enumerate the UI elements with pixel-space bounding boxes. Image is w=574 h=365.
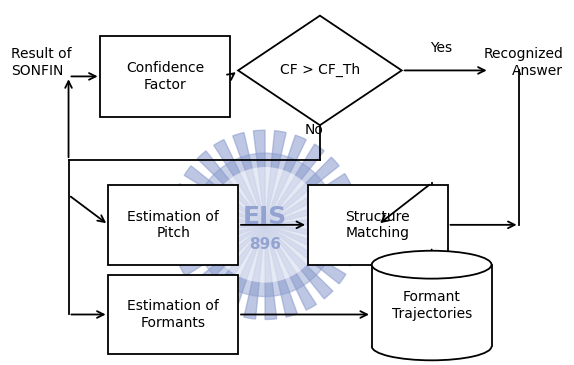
Text: Estimation of
Formants: Estimation of Formants — [127, 299, 219, 330]
Wedge shape — [265, 213, 360, 225]
Polygon shape — [238, 16, 402, 125]
Circle shape — [207, 167, 323, 283]
Text: 896: 896 — [249, 237, 281, 252]
Wedge shape — [173, 225, 265, 257]
Wedge shape — [265, 225, 277, 319]
Text: CF > CF_Th: CF > CF_Th — [280, 64, 360, 77]
Wedge shape — [265, 174, 351, 225]
Wedge shape — [175, 184, 265, 225]
Bar — [100, 35, 230, 117]
Bar — [108, 185, 238, 265]
Wedge shape — [265, 193, 358, 225]
Text: Structure
Matching: Structure Matching — [346, 210, 410, 240]
Wedge shape — [265, 225, 355, 266]
Wedge shape — [265, 225, 359, 246]
Wedge shape — [253, 130, 265, 225]
Wedge shape — [244, 225, 265, 319]
Wedge shape — [197, 151, 265, 225]
Text: Estimation of
Pitch: Estimation of Pitch — [127, 210, 219, 240]
Wedge shape — [224, 225, 265, 315]
Wedge shape — [171, 204, 265, 225]
Wedge shape — [265, 225, 346, 284]
Text: No: No — [305, 123, 324, 137]
Wedge shape — [265, 144, 324, 225]
Wedge shape — [191, 225, 265, 292]
Text: Recognized
Answer: Recognized Answer — [483, 47, 563, 77]
Text: Yes: Yes — [430, 41, 452, 54]
Wedge shape — [206, 225, 265, 306]
Wedge shape — [265, 225, 297, 317]
Bar — [308, 185, 448, 265]
Wedge shape — [180, 225, 265, 276]
Text: Confidence
Factor: Confidence Factor — [126, 61, 204, 92]
Wedge shape — [214, 139, 265, 225]
Ellipse shape — [372, 251, 491, 278]
Wedge shape — [265, 135, 306, 225]
Bar — [108, 274, 238, 354]
Wedge shape — [265, 225, 316, 310]
Text: EIS: EIS — [243, 205, 287, 229]
Wedge shape — [265, 131, 286, 225]
Wedge shape — [184, 166, 265, 225]
Text: Formant
Trajectories: Formant Trajectories — [391, 291, 472, 320]
Wedge shape — [170, 225, 265, 237]
Wedge shape — [265, 225, 333, 299]
Text: Result of
SONFIN: Result of SONFIN — [11, 47, 71, 77]
Circle shape — [193, 153, 337, 297]
Wedge shape — [265, 157, 339, 225]
Wedge shape — [232, 132, 265, 225]
